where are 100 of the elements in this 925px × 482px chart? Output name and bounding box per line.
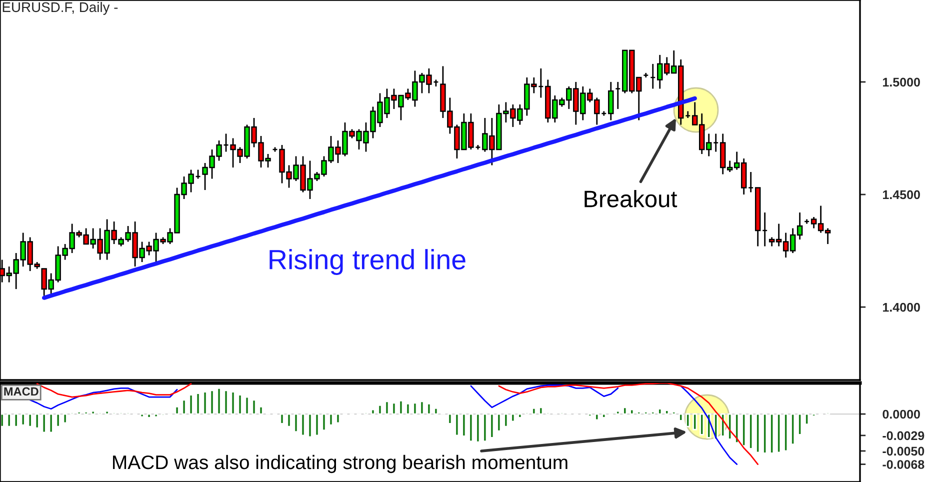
bar <box>728 413 732 440</box>
bar <box>286 413 292 428</box>
chart-title: EURUSD.F, Daily - <box>2 2 118 15</box>
bar <box>196 392 200 415</box>
y-tick-label: -0.0068 <box>882 460 924 469</box>
bar <box>672 411 676 415</box>
bar <box>224 390 228 415</box>
bar <box>230 391 236 415</box>
bar <box>42 413 46 434</box>
bar <box>790 413 796 446</box>
line-series <box>42 96 697 300</box>
annotation: Rising trend line <box>270 249 466 275</box>
bar <box>490 413 494 438</box>
bar <box>14 413 18 428</box>
bar <box>146 413 152 418</box>
bar <box>392 402 396 415</box>
bar <box>756 413 760 454</box>
chart-title: MACD <box>4 387 38 396</box>
bar <box>20 413 26 426</box>
bar <box>518 413 522 418</box>
bar <box>384 400 390 415</box>
y-tick-label: 1.4000 <box>883 302 920 312</box>
bar <box>294 413 298 432</box>
bar <box>6 413 12 428</box>
candlestick <box>608 81 614 121</box>
bar <box>48 413 54 434</box>
bar <box>28 413 32 428</box>
bar <box>476 413 480 443</box>
bar <box>104 410 110 415</box>
bar <box>468 413 474 442</box>
bar <box>762 413 768 454</box>
bar <box>748 413 754 450</box>
bar <box>636 411 642 415</box>
bar <box>504 413 508 428</box>
bar <box>784 413 788 452</box>
y-tick-label: -0.0029 <box>882 431 924 440</box>
bar <box>812 413 816 417</box>
bar <box>252 399 256 415</box>
bar <box>314 413 320 436</box>
bar <box>56 413 60 428</box>
bar <box>650 411 656 415</box>
bar <box>496 413 502 432</box>
bar <box>770 413 774 454</box>
bar <box>776 413 782 454</box>
bar <box>62 413 68 424</box>
bar <box>798 413 802 436</box>
bar <box>182 399 186 415</box>
bar <box>692 413 698 430</box>
bar <box>154 413 158 418</box>
bar <box>76 411 82 415</box>
bar <box>434 407 438 415</box>
bar <box>258 406 264 415</box>
bar <box>84 411 88 415</box>
y-tick-label: -0.0050 <box>882 446 924 456</box>
bar <box>630 408 634 415</box>
bar <box>420 400 424 415</box>
bar <box>686 413 690 428</box>
bar <box>280 413 284 424</box>
bar <box>34 413 40 429</box>
y-tick-label: 1.4500 <box>883 190 920 200</box>
bar <box>202 391 208 415</box>
bar <box>328 413 334 426</box>
bar <box>238 394 242 415</box>
bar <box>734 413 740 444</box>
bar <box>622 406 628 415</box>
bar <box>378 404 382 415</box>
bar <box>308 413 312 438</box>
bar <box>174 406 180 415</box>
bar <box>140 413 144 418</box>
bar <box>588 413 592 417</box>
bar <box>462 413 466 437</box>
bar <box>244 396 250 415</box>
bar <box>216 387 222 415</box>
bar <box>742 413 746 446</box>
bar <box>398 400 404 415</box>
bar <box>538 406 544 415</box>
bar <box>406 402 410 415</box>
y-tick-label: 1.5000 <box>883 78 920 87</box>
bar <box>644 411 648 415</box>
bar <box>426 402 432 415</box>
bar <box>454 413 460 436</box>
bar <box>678 413 684 422</box>
annotation: MACD was also indicating strong bearish momentum <box>113 454 568 474</box>
bar <box>370 408 376 415</box>
bar <box>700 413 704 436</box>
bar <box>412 402 418 415</box>
annotation: Breakout <box>584 190 678 208</box>
bar <box>300 413 306 436</box>
y-tick-label: 0.0000 <box>882 410 920 419</box>
bar <box>616 410 620 415</box>
bar <box>188 394 194 415</box>
bar <box>804 413 810 426</box>
bar <box>90 410 96 415</box>
bar <box>510 413 516 422</box>
bar <box>322 413 326 431</box>
bar <box>336 413 340 424</box>
bar <box>482 413 488 442</box>
bar <box>602 413 606 418</box>
bar <box>664 410 670 415</box>
bar <box>448 413 452 424</box>
